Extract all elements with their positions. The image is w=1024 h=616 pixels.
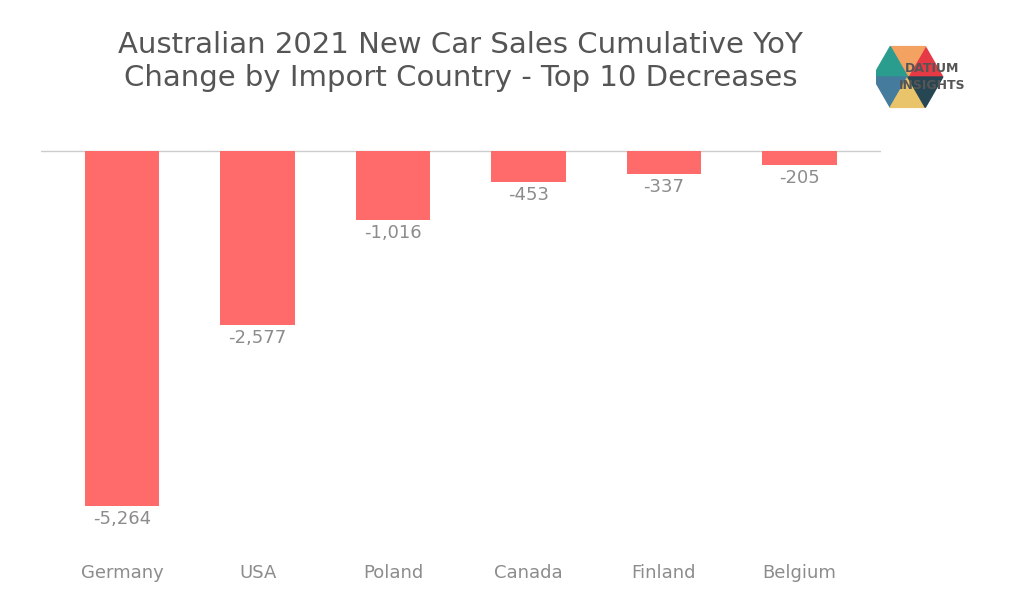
Bar xyxy=(356,152,430,220)
Text: -2,577: -2,577 xyxy=(228,329,287,347)
Text: -205: -205 xyxy=(779,169,820,187)
Text: -5,264: -5,264 xyxy=(93,510,152,528)
Text: -337: -337 xyxy=(643,178,684,196)
Bar xyxy=(762,152,837,165)
Bar xyxy=(492,152,565,182)
Bar xyxy=(85,152,160,506)
Polygon shape xyxy=(890,47,926,77)
Text: -1,016: -1,016 xyxy=(365,224,422,242)
Polygon shape xyxy=(907,77,943,107)
Title: Australian 2021 New Car Sales Cumulative YoY
Change by Import Country - Top 10 D: Australian 2021 New Car Sales Cumulative… xyxy=(119,31,803,92)
Polygon shape xyxy=(872,77,907,107)
Bar xyxy=(627,152,701,174)
Text: DATIUM
INSIGHTS: DATIUM INSIGHTS xyxy=(898,62,966,92)
Bar xyxy=(220,152,295,325)
Polygon shape xyxy=(872,47,907,77)
Polygon shape xyxy=(907,47,943,77)
Polygon shape xyxy=(890,77,926,107)
Text: -453: -453 xyxy=(508,186,549,204)
